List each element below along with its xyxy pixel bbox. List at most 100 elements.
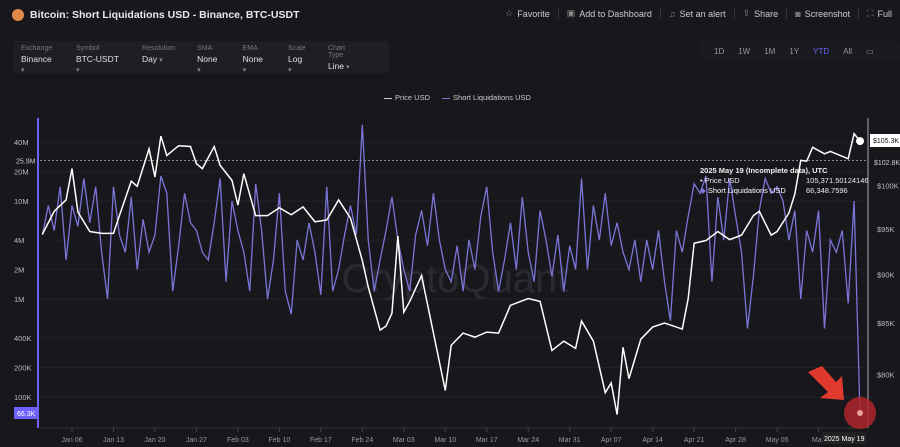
left-ref-label: 25.9M xyxy=(16,158,36,165)
control-label: SMA xyxy=(197,45,213,52)
left-tick-label: 400K xyxy=(14,334,32,343)
legend-short-liquidations[interactable]: Short Liquidations USD xyxy=(442,93,531,102)
x-tick-label: May xyxy=(812,437,826,444)
tooltip-liq-label: ◆ Short Liquidations USD xyxy=(700,186,786,195)
control-value: BTC-USDT xyxy=(76,54,120,74)
x-tick-label: Apr 28 xyxy=(725,437,746,444)
range-1d[interactable]: 1D xyxy=(714,46,725,56)
sma-select[interactable]: SMA None xyxy=(197,45,220,69)
legend-short-liq-label: Short Liquidations USD xyxy=(453,93,531,102)
right-tick-label: $100K xyxy=(877,181,899,190)
legend-price-label: Price USD xyxy=(395,93,431,102)
x-tick-label: Apr 21 xyxy=(684,437,705,444)
right-tick-label: $80K xyxy=(877,370,895,379)
x-tick-label: Jan 06 xyxy=(61,437,82,444)
screenshot-button[interactable]: ◙ Screenshot xyxy=(786,8,858,19)
symbol-select[interactable]: Symbol BTC-USDT xyxy=(76,45,120,69)
add-to-dashboard-button[interactable]: ▣ Add to Dashboard xyxy=(557,8,660,19)
range-1y[interactable]: 1Y xyxy=(789,46,800,56)
right-tick-label: $95K xyxy=(877,225,895,234)
action-label: Set an alert xyxy=(679,8,726,19)
x-tick-label: Apr 14 xyxy=(642,437,663,444)
header: Bitcoin: Short Liquidations USD - Binanc… xyxy=(0,0,900,30)
tooltip-title: 2025 May 19 (Incomplete data), UTC xyxy=(700,166,828,175)
resolution-select[interactable]: Resolution Day xyxy=(142,45,175,69)
x-cursor-label: 2025 May 19 xyxy=(824,436,865,443)
liq-cursor-dot xyxy=(857,410,864,416)
action-label: Add to Dashboard xyxy=(579,8,652,19)
left-tick-label: 100K xyxy=(14,393,32,402)
control-value: Log xyxy=(288,54,306,74)
header-actions: ☆ Favorite ▣ Add to Dashboard ♫ Set an alert ⇪… xyxy=(497,8,900,19)
action-label: Favorite xyxy=(517,8,550,19)
exchange-select[interactable]: Exchange Binance xyxy=(21,45,54,69)
full-button[interactable]: ⛶ Full xyxy=(858,8,900,19)
bell-icon: ♫ xyxy=(668,8,676,19)
control-value: None xyxy=(243,54,266,74)
right-current-label: $105.3K xyxy=(873,138,899,145)
x-tick-label: Mar 31 xyxy=(559,437,581,444)
range-selector: 1D 1W 1M 1Y YTD All ▭ xyxy=(700,41,900,61)
range-1w[interactable]: 1W xyxy=(738,46,751,56)
x-tick-label: Mar 17 xyxy=(476,437,498,444)
control-value: Binance xyxy=(21,54,54,74)
left-tick-label: 20M xyxy=(14,167,29,176)
x-tick-label: May 05 xyxy=(766,437,789,444)
right-ref-label: $102.8K xyxy=(874,160,900,167)
camera-icon: ◙ xyxy=(795,8,801,19)
ema-select[interactable]: EMA None xyxy=(243,45,266,69)
left-tick-label: 1M xyxy=(14,295,24,304)
action-label: Full xyxy=(877,8,892,19)
action-label: Share xyxy=(754,8,779,19)
x-tick-label: Apr 07 xyxy=(601,437,622,444)
control-label: EMA xyxy=(242,45,258,52)
share-button[interactable]: ⇪ Share xyxy=(733,8,787,19)
favorite-button[interactable]: ☆ Favorite xyxy=(497,8,558,19)
left-marker-label: 66.3K xyxy=(17,411,36,418)
chart-title: Bitcoin: Short Liquidations USD - Binanc… xyxy=(30,9,300,21)
right-tick-label: $85K xyxy=(877,319,895,328)
tooltip: 2025 May 19 (Incomplete data), UTC • Pri… xyxy=(700,166,869,196)
series-price-line xyxy=(41,131,861,415)
x-tick-label: Mar 10 xyxy=(434,437,456,444)
x-tick-label: Jan 20 xyxy=(144,437,165,444)
x-tick-label: Mar 24 xyxy=(517,437,539,444)
chart-type-select[interactable]: Chart Type Line xyxy=(328,45,359,71)
action-label: Screenshot xyxy=(804,8,851,19)
chart-controls: ExchangeBinanceSymbolBTC-USDTResolutionD… xyxy=(13,41,389,73)
dashboard-icon: ▣ xyxy=(566,8,576,18)
x-tick-label: Mar 03 xyxy=(393,437,415,444)
range-all[interactable]: All xyxy=(843,46,853,56)
control-value: Day xyxy=(142,54,175,64)
price-cursor-dot xyxy=(856,137,865,146)
control-label: Resolution xyxy=(142,45,176,52)
tooltip-price-value: 105,371.50124146 xyxy=(806,176,869,185)
control-value: Line xyxy=(328,61,359,71)
tooltip-price-label: • Price USD xyxy=(700,176,740,185)
left-tick-label: 10M xyxy=(14,197,29,206)
share-icon: ⇪ xyxy=(742,8,751,18)
x-tick-label: Feb 17 xyxy=(310,437,332,444)
right-tick-label: $90K xyxy=(877,271,895,280)
left-marker-badge xyxy=(14,407,38,419)
scale-select[interactable]: Scale Log xyxy=(288,45,306,69)
left-tick-label: 2M xyxy=(14,265,24,274)
x-tick-label: Feb 03 xyxy=(227,437,249,444)
fullscreen-icon: ⛶ xyxy=(867,8,874,18)
control-label: Exchange xyxy=(21,45,53,52)
x-tick-label: Jan 27 xyxy=(186,437,207,444)
legend-price[interactable]: Price USD xyxy=(384,93,430,102)
set-an-alert-button[interactable]: ♫ Set an alert xyxy=(659,8,734,19)
star-icon: ☆ xyxy=(505,8,514,18)
x-tick-label: Feb 10 xyxy=(268,437,290,444)
x-cursor-badge xyxy=(822,432,866,444)
series-short-liquidations-line xyxy=(41,124,861,415)
legend: Price USD Short Liquidations USD xyxy=(384,93,531,102)
range-ytd[interactable]: YTD xyxy=(813,46,830,56)
bitcoin-logo-icon xyxy=(12,9,24,21)
control-label: Scale xyxy=(288,45,306,52)
range-1m[interactable]: 1M xyxy=(764,46,776,56)
right-current-badge xyxy=(870,134,900,147)
calendar-icon[interactable]: ▭ xyxy=(866,46,874,56)
